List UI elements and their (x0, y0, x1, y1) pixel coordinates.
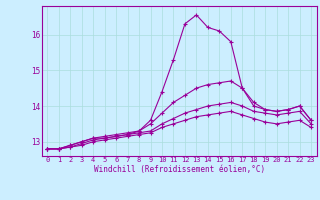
X-axis label: Windchill (Refroidissement éolien,°C): Windchill (Refroidissement éolien,°C) (94, 165, 265, 174)
